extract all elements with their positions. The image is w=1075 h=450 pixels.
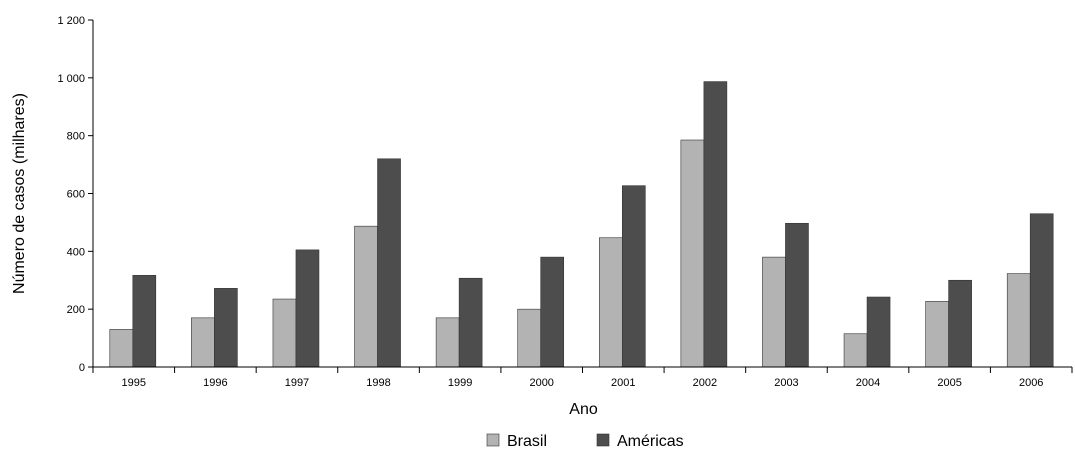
bar-am-ricas-2003 — [785, 222, 809, 368]
bar-am-ricas-2000 — [540, 256, 565, 368]
bar-am-ricas-2004 — [866, 296, 891, 368]
bar-am-ricas-1996 — [214, 288, 238, 368]
bar-am-ricas-1995 — [132, 275, 157, 368]
y-axis-title: Número de casos (milhares) — [11, 93, 28, 294]
legend-label-0: Brasil — [507, 433, 547, 450]
bar-am-ricas-1998 — [377, 158, 401, 368]
x-tick-label: 2002 — [693, 377, 717, 389]
x-tick-label: 1996 — [203, 377, 227, 389]
y-tick-label: 800 — [67, 131, 85, 143]
bars — [109, 81, 1054, 368]
bar-brasil-1998 — [354, 225, 378, 368]
y-tick-label: 0 — [79, 362, 85, 374]
x-tick-label: 2001 — [611, 377, 635, 389]
x-tick-label: 2003 — [774, 377, 798, 389]
x-tick-label: 2006 — [1019, 377, 1043, 389]
bar-am-ricas-2002 — [703, 81, 728, 368]
legend-label-1: Américas — [617, 433, 684, 450]
y-tick-label: 1 000 — [57, 73, 85, 85]
bar-brasil-2002 — [680, 139, 705, 368]
bar-am-ricas-2005 — [948, 279, 972, 368]
bar-brasil-1999 — [435, 317, 460, 368]
bar-brasil-1996 — [191, 317, 215, 368]
legend: Brasil Américas — [486, 433, 684, 450]
x-tick-label: 1998 — [366, 377, 390, 389]
y-axis-ticks: 0 200 400 600 800 1 000 1 200 — [57, 15, 93, 374]
x-axis-title: Ano — [569, 401, 598, 418]
x-tick-label: 1999 — [448, 377, 472, 389]
bar-am-ricas-2001 — [621, 185, 646, 368]
x-axis-ticks: 1995 1996 1997 1998 1999 2000 2001 2002 2003 2004… — [92, 367, 1073, 389]
bar-brasil-2006 — [1006, 273, 1031, 368]
bar-am-ricas-1997 — [295, 249, 320, 368]
bar-brasil-2004 — [843, 333, 868, 368]
bar-brasil-1997 — [272, 298, 297, 368]
bar-brasil-2000 — [517, 308, 542, 368]
bar-brasil-2003 — [762, 256, 786, 368]
bar-brasil-2001 — [598, 237, 623, 368]
legend-swatch-0 — [486, 433, 500, 447]
y-tick-label: 1 200 — [57, 15, 85, 27]
bar-brasil-2005 — [925, 301, 949, 368]
x-tick-label: 2004 — [856, 377, 880, 389]
x-tick-label: 2005 — [937, 377, 961, 389]
y-tick-label: 600 — [67, 189, 85, 201]
y-tick-label: 200 — [67, 304, 85, 316]
x-tick-label: 1997 — [285, 377, 309, 389]
bar-brasil-1995 — [109, 329, 134, 368]
legend-swatch-1 — [596, 433, 610, 447]
y-tick-label: 400 — [67, 246, 85, 258]
bar-am-ricas-2006 — [1029, 213, 1054, 368]
bar-am-ricas-1999 — [458, 277, 483, 368]
x-tick-label: 1995 — [122, 377, 146, 389]
x-tick-label: 2000 — [529, 377, 553, 389]
